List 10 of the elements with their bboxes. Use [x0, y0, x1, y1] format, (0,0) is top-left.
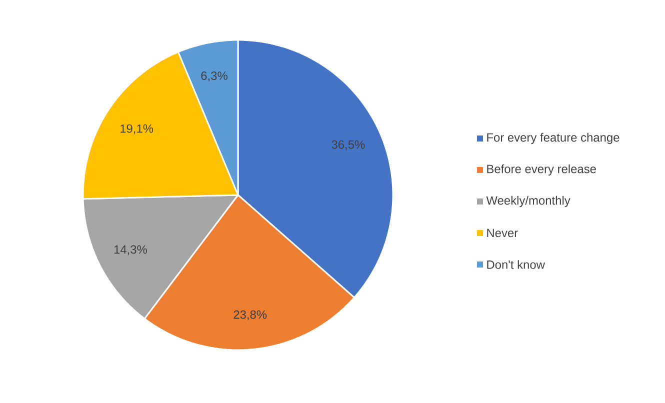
legend-label: Before every release	[487, 164, 596, 176]
data-label: 23,8%	[234, 310, 267, 320]
legend-label: Never	[487, 228, 518, 238]
legend-label: Weekly/monthly	[486, 196, 570, 208]
legend-label: For every feature change	[487, 132, 620, 144]
legend-label: Don't know	[487, 260, 545, 269]
data-label: 19,1%	[120, 124, 154, 134]
data-label: 36,5%	[332, 140, 365, 150]
data-label: 6,3%	[201, 72, 228, 82]
data-label: 14,3%	[114, 245, 147, 256]
